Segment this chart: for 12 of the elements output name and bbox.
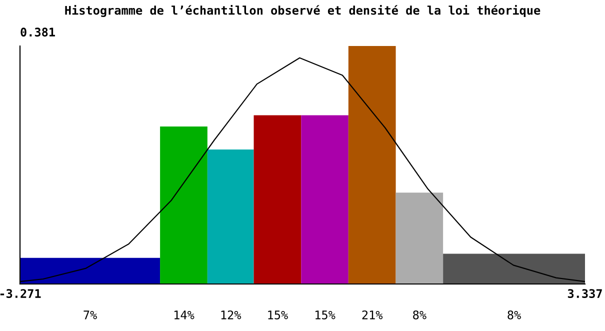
text: 8% [413, 310, 426, 320]
text: 8% [508, 310, 521, 320]
text: 21% [362, 310, 383, 320]
x-tick-label: -3.271 [0, 289, 41, 298]
text: 0.381 [20, 28, 55, 37]
text: 7% [84, 310, 97, 320]
chart-title: Histogramme de l’échantillon observé et densité de la loi théorique [65, 4, 540, 18]
text: 14% [174, 310, 194, 320]
text: 15% [268, 310, 288, 320]
text: 15% [316, 310, 336, 320]
x-tick-label: 3.337 [568, 289, 602, 298]
text: 12% [221, 310, 242, 320]
